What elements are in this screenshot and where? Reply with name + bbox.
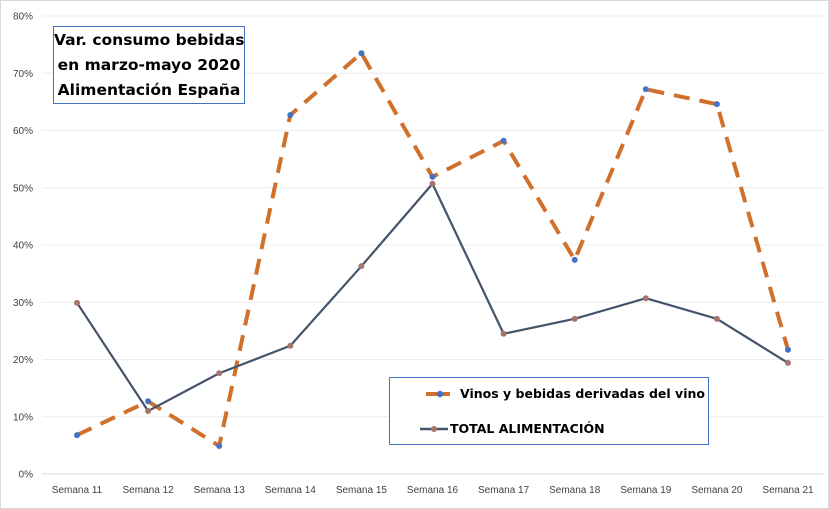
title-line: en marzo-mayo 2020 bbox=[57, 56, 241, 74]
y-tick-label: 30% bbox=[13, 298, 33, 309]
x-tick-label: Semana 19 bbox=[620, 485, 672, 496]
data-point bbox=[785, 346, 791, 353]
data-point bbox=[642, 295, 649, 302]
data-point bbox=[216, 442, 223, 449]
data-point bbox=[571, 315, 578, 322]
x-tick-label: Semana 17 bbox=[478, 485, 530, 496]
data-point bbox=[287, 342, 294, 349]
data-point bbox=[713, 101, 720, 108]
x-tick-label: Semana 14 bbox=[265, 485, 317, 496]
legend-symbol-vinos bbox=[426, 390, 450, 397]
data-point bbox=[216, 370, 223, 377]
y-tick-label: 70% bbox=[13, 69, 33, 80]
data-point bbox=[429, 173, 436, 180]
x-tick-label: Semana 16 bbox=[407, 485, 459, 496]
y-tick-label: 50% bbox=[13, 183, 33, 194]
x-tick-label: Semana 21 bbox=[762, 485, 814, 496]
legend-item-vinos: Vinos y bebidas derivadas del vino bbox=[424, 386, 705, 401]
x-tick-label: Semana 18 bbox=[549, 485, 601, 496]
y-tick-label: 0% bbox=[19, 470, 34, 481]
title-line: Var. consumo bebidas bbox=[54, 31, 245, 49]
legend-label: Vinos y bebidas derivadas del vino bbox=[460, 386, 705, 401]
x-tick-label: Semana 15 bbox=[336, 485, 388, 496]
data-point bbox=[74, 432, 80, 439]
y-tick-label: 80% bbox=[13, 12, 33, 23]
y-tick-label: 60% bbox=[13, 126, 33, 137]
data-point bbox=[429, 180, 436, 187]
data-point bbox=[287, 112, 294, 119]
data-point bbox=[571, 256, 578, 263]
data-point bbox=[358, 50, 365, 57]
data-point bbox=[500, 137, 507, 144]
chart-title: Var. consumo bebidas en marzo-mayo 2020 … bbox=[53, 26, 245, 104]
data-point bbox=[358, 263, 365, 270]
data-point bbox=[74, 299, 80, 306]
x-tick-label: Semana 12 bbox=[123, 485, 175, 496]
data-point bbox=[500, 330, 507, 337]
x-tick-label: Semana 20 bbox=[691, 485, 743, 496]
x-tick-label: Semana 13 bbox=[194, 485, 246, 496]
y-tick-label: 40% bbox=[13, 241, 33, 252]
title-line: Alimentación España bbox=[57, 81, 241, 99]
data-point bbox=[785, 359, 791, 366]
legend-label: TOTAL ALIMENTACIÓN bbox=[450, 421, 605, 436]
x-tick-label: Semana 11 bbox=[52, 485, 103, 496]
legend: Vinos y bebidas derivadas del vino TOTAL… bbox=[389, 377, 709, 445]
data-point bbox=[145, 398, 152, 405]
data-point bbox=[713, 315, 720, 322]
legend-symbol-total bbox=[420, 425, 448, 432]
data-point bbox=[642, 86, 649, 93]
legend-item-total: TOTAL ALIMENTACIÓN bbox=[418, 421, 605, 436]
y-tick-label: 10% bbox=[13, 412, 33, 423]
y-tick-label: 20% bbox=[13, 355, 33, 366]
data-point bbox=[145, 408, 152, 415]
